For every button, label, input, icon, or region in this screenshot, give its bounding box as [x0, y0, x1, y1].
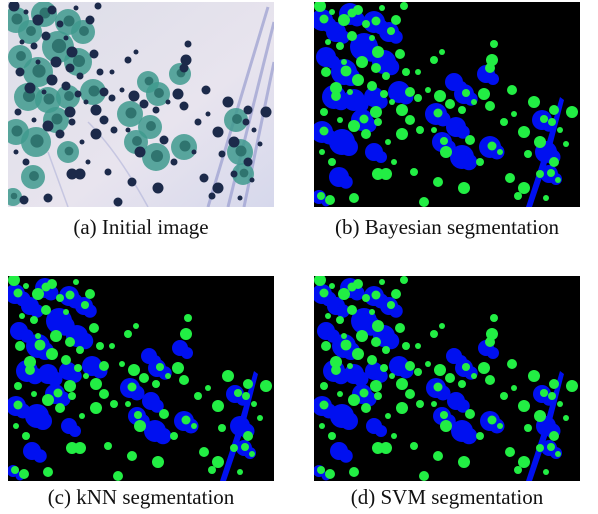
svm-segmentation-mask: [314, 276, 580, 481]
caption-bayesian-segmentation: (b) Bayesian segmentation: [335, 215, 559, 239]
caption-svm-segmentation: (d) SVM segmentation: [350, 485, 544, 509]
panel-initial-image: [8, 2, 274, 207]
knn-segmentation-mask: [8, 276, 274, 481]
initial-image-photo: [8, 2, 274, 207]
panel-svm-segmentation: [314, 276, 580, 481]
panel-knn-segmentation: [8, 276, 274, 481]
caption-initial-image: (a) Initial image: [73, 215, 209, 239]
caption-knn-segmentation: (c) kNN segmentation: [47, 485, 235, 509]
panel-bayesian-segmentation: [314, 2, 580, 207]
bayesian-segmentation-mask: [314, 2, 580, 207]
